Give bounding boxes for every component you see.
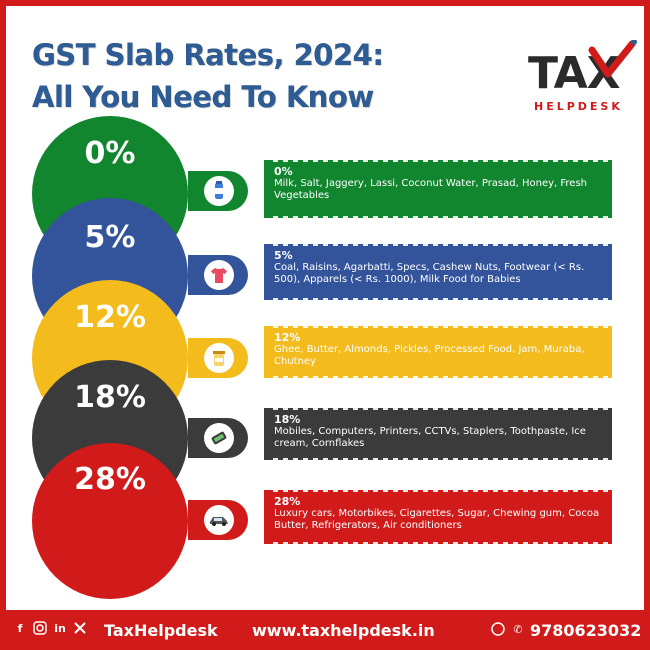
logo-sub-text: HELPDESK — [534, 100, 623, 113]
slab-card-5: 5% Coal, Raisins, Agarbatti, Specs, Cash… — [264, 242, 612, 302]
page-title: GST Slab Rates, 2024: All You Need To Kn… — [32, 34, 384, 118]
slab-card-label: 18% — [274, 413, 301, 426]
whatsapp-icon[interactable] — [490, 621, 506, 637]
footer-bar: f in TaxHelpdesk www.taxhelpdesk.in ✆ 97… — [0, 610, 650, 650]
car-icon — [204, 505, 234, 535]
facebook-icon[interactable]: f — [17, 621, 23, 635]
slab-card-label: 12% — [274, 331, 301, 344]
linkedin-icon[interactable]: in — [54, 621, 66, 635]
slab-card-0: 0% Milk, Salt, Jaggery, Lassi, Coconut W… — [264, 158, 612, 220]
slab-card-items: Mobiles, Computers, Printers, CCTVs, Sta… — [274, 426, 586, 449]
slab-card-label: 0% — [274, 165, 293, 178]
slab-card-12: 12% Ghee, Butter, Almonds, Pickles, Proc… — [264, 324, 612, 380]
slab-card-items: Coal, Raisins, Agarbatti, Specs, Cashew … — [274, 262, 585, 285]
jar-icon — [204, 343, 234, 373]
footer-handle[interactable]: TaxHelpdesk — [104, 621, 218, 640]
slab-rate-5: 5% — [84, 220, 136, 255]
slab-card-items: Luxury cars, Motorbikes, Cigarettes, Sug… — [274, 508, 600, 531]
title-line-2: All You Need To Know — [32, 80, 374, 114]
slab-card-label: 28% — [274, 495, 301, 508]
mobile-phone-icon — [204, 423, 234, 453]
footer-website[interactable]: www.taxhelpdesk.in — [252, 621, 435, 640]
slab-card-items: Milk, Salt, Jaggery, Lassi, Coconut Wate… — [274, 178, 587, 201]
slab-rate-12: 12% — [74, 300, 146, 335]
taxhelpdesk-logo: TAX HELPDESK — [528, 40, 638, 113]
slab-card-18: 18% Mobiles, Computers, Printers, CCTVs,… — [264, 406, 612, 462]
slab-rate-18: 18% — [74, 380, 146, 415]
x-icon[interactable] — [72, 620, 88, 636]
slab-card-28: 28% Luxury cars, Motorbikes, Cigarettes,… — [264, 488, 612, 546]
instagram-icon[interactable] — [32, 620, 48, 636]
slab-card-label: 5% — [274, 249, 293, 262]
slab-rate-0: 0% — [84, 136, 136, 171]
logo-check-icon — [588, 40, 637, 78]
phone-icon[interactable]: ✆ — [513, 622, 523, 636]
contact-icons: ✆ — [490, 621, 526, 637]
milk-bottle-icon — [204, 176, 234, 206]
social-links: f in — [12, 620, 88, 636]
slab-rate-28: 28% — [74, 462, 146, 497]
slab-card-items: Ghee, Butter, Almonds, Pickles, Processe… — [274, 344, 585, 367]
title-line-1: GST Slab Rates, 2024: — [32, 38, 384, 72]
slab-circle-28 — [32, 443, 188, 599]
tshirt-icon — [204, 260, 234, 290]
footer-phone[interactable]: 9780623032 — [530, 621, 642, 640]
